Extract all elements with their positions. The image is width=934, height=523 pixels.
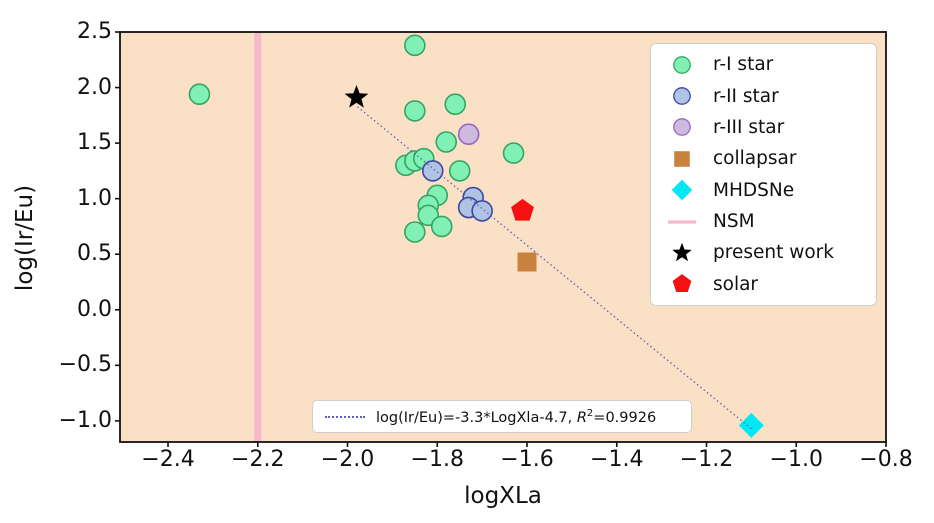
- legend-label: present work: [713, 242, 834, 264]
- x-tick-label: −2.2: [231, 447, 285, 472]
- legend-label: collapsar: [713, 148, 797, 170]
- marker-r-i-star: [404, 34, 426, 57]
- marker-r-iii-star: [673, 118, 691, 137]
- marker-present-work: [344, 85, 369, 108]
- legend-marker-r-iii-star-icon: [651, 114, 713, 140]
- plot-border: [119, 31, 887, 443]
- x-tick-label: −1.2: [679, 447, 734, 472]
- legend-label: solar: [713, 273, 759, 295]
- legend-label: MHDSNe: [713, 179, 795, 201]
- x-tick-label: −2.0: [320, 447, 375, 472]
- legend-marker-present-work-icon: [672, 242, 692, 262]
- marker-r-ii-star: [471, 200, 493, 222]
- marker-r-i-star: [404, 100, 426, 122]
- y-tick-label: 2.0: [77, 74, 112, 100]
- marker-solar: [511, 198, 534, 221]
- marker-r-i-star: [448, 160, 471, 182]
- x-tick-label: −1.8: [410, 447, 464, 472]
- marker-r-i-star: [188, 83, 211, 106]
- legend-marker-present-work-icon: [651, 240, 713, 266]
- x-axis-label: logXLa: [464, 483, 542, 509]
- nsm-vertical-line: [254, 32, 262, 442]
- fit-equation-box: log(Ir/Eu)=-3.3*LogXla-4.7, R2=0.9926: [312, 400, 692, 433]
- y-tick-label: −0.5: [58, 352, 112, 378]
- legend-marker-r-ii-star-icon: [673, 87, 691, 105]
- fit-equation-text: log(Ir/Eu)=-3.3*LogXla-4.7, R2=0.9926: [376, 408, 656, 426]
- legend-marker-r-i-star-icon: [651, 52, 713, 78]
- x-tick-label: −1.6: [500, 447, 554, 472]
- legend-marker-collapsar-icon: [651, 146, 713, 172]
- fit-line-sample-icon: [325, 415, 365, 418]
- legend-item-r-i-star: r-I star: [651, 49, 876, 80]
- legend-label: NSM: [713, 211, 755, 233]
- marker-mhdsne: [671, 179, 693, 201]
- legend-item-mhdsne: MHDSNe: [651, 175, 876, 206]
- fit-line: [356, 106, 755, 432]
- marker-r-ii-star: [673, 87, 691, 105]
- y-tick-label: −1.0: [58, 407, 112, 433]
- legend-item-nsm: NSM: [651, 206, 876, 237]
- marker-collapsar: [674, 151, 690, 167]
- x-tick-label: −0.8: [859, 447, 913, 472]
- legend-marker-r-ii-star-icon: [651, 83, 713, 109]
- marker-r-i-star: [444, 93, 467, 116]
- legend-marker-nsm-icon: [651, 209, 713, 235]
- marker-solar: [672, 274, 692, 293]
- r-value: =0.9926: [593, 409, 657, 426]
- marker-r-iii-star: [457, 123, 480, 146]
- legend-marker-r-i-star-icon: [673, 55, 691, 74]
- marker-r-i-star: [404, 221, 426, 243]
- marker-r-i-star: [502, 142, 525, 164]
- marker-r-ii-star: [421, 160, 444, 182]
- legend-marker-r-iii-star-icon: [673, 118, 691, 137]
- legend-item-collapsar: collapsar: [651, 143, 876, 174]
- legend-item-present-work: present work: [651, 237, 876, 268]
- legend-marker-solar-icon: [651, 271, 713, 297]
- x-tick-label: −2.4: [141, 447, 195, 472]
- legend-item-r-iii-star: r-III star: [651, 112, 876, 143]
- r-exponent: 2: [586, 407, 594, 419]
- legend-marker-mhdsne-icon: [671, 179, 693, 201]
- legend: r-I star r-II star r-III star collapsar MHDS…: [650, 43, 877, 306]
- y-tick-label: 1.0: [77, 185, 112, 211]
- legend-marker-nsm-icon: [668, 219, 696, 224]
- marker-r-i-star: [430, 215, 453, 238]
- x-tick-label: −1.4: [590, 447, 644, 472]
- marker-mhdsne: [738, 412, 764, 438]
- r-symbol: R: [576, 409, 587, 426]
- marker-collapsar: [517, 252, 537, 272]
- marker-present-work: [672, 242, 692, 262]
- legend-item-r-ii-star: r-II star: [651, 81, 876, 112]
- legend-marker-collapsar-icon: [674, 151, 690, 167]
- y-tick-label: 2.5: [77, 19, 112, 44]
- marker-r-i-star: [673, 55, 691, 74]
- fit-equation-prefix: log(Ir/Eu)=-3.3*LogXla-4.7,: [376, 409, 577, 426]
- y-tick-label: 0.0: [77, 296, 112, 322]
- y-axis-label: log(Ir/Eu): [12, 184, 38, 292]
- y-tick-label: 0.5: [77, 241, 112, 267]
- marker-r-i-star: [435, 131, 458, 153]
- legend-marker-solar-icon: [672, 274, 692, 293]
- legend-marker-mhdsne-icon: [651, 177, 713, 203]
- legend-label: r-I star: [713, 54, 774, 76]
- legend-label: r-II star: [713, 85, 779, 107]
- x-tick-label: −1.0: [769, 447, 823, 472]
- y-tick-label: 1.5: [77, 130, 112, 156]
- legend-label: r-III star: [713, 116, 785, 138]
- legend-item-solar: solar: [651, 269, 876, 300]
